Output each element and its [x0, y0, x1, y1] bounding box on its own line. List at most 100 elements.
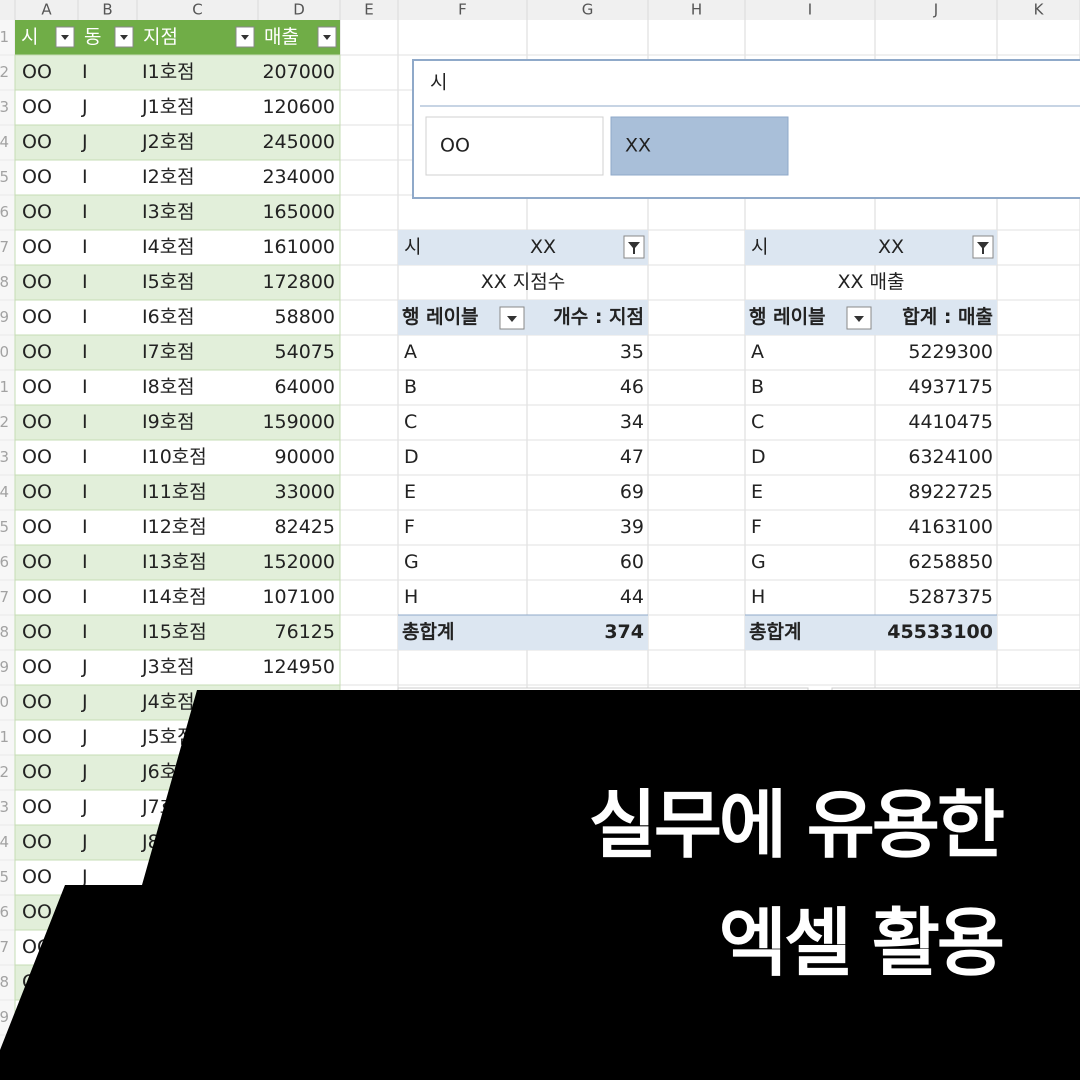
pivot-row-value: 69 — [620, 481, 644, 503]
table-cell: 207000 — [262, 61, 335, 83]
table-cell: 124950 — [262, 656, 335, 678]
table-cell: OO — [22, 166, 52, 188]
table-cell: OO — [22, 761, 52, 783]
pivot-filter-row — [745, 230, 997, 265]
table-cell: I11호점 — [142, 481, 207, 503]
pivot-row-value: 60 — [620, 551, 644, 573]
pivot-total-label: 총합계 — [402, 621, 454, 643]
filter-icon — [977, 242, 989, 254]
table-cell: I8호점 — [142, 376, 195, 398]
table-cell: I — [82, 516, 88, 538]
table-cell: J — [81, 726, 88, 748]
pivot-value-header: 개수 : 지점 — [553, 306, 644, 328]
table-cell: 58800 — [275, 306, 335, 328]
filter-icon — [628, 242, 640, 254]
pivot-row-label: B — [404, 376, 417, 398]
table-cell: 90000 — [275, 446, 335, 468]
table-cell: I — [82, 236, 88, 258]
column-header: F — [458, 1, 467, 19]
table-cell: OO — [22, 446, 52, 468]
table-cell: 245000 — [262, 131, 335, 153]
table-row — [14, 579, 341, 616]
table-row — [14, 369, 341, 406]
slicer-button-label: OO — [440, 135, 470, 157]
slicer-button[interactable] — [610, 116, 789, 176]
banner-background — [0, 690, 1080, 1080]
table-cell: I — [82, 551, 88, 573]
table-cell: I — [82, 586, 88, 608]
table-cell: OO — [22, 271, 52, 293]
table-cell: OO — [22, 831, 52, 853]
table-cell: OO — [22, 61, 52, 83]
table-cell: I15호점 — [142, 621, 207, 643]
table-cell: I4호점 — [142, 236, 195, 258]
column-header: C — [192, 1, 202, 19]
pivot-row-value: 4410475 — [908, 411, 993, 433]
table-cell: I — [82, 201, 88, 223]
pivot-row-label: E — [404, 481, 416, 503]
table-cell: I5호점 — [142, 271, 195, 293]
table-cell: 161000 — [262, 236, 335, 258]
pivot-row-label: E — [751, 481, 763, 503]
column-header-bar — [0, 0, 1080, 20]
table-header-label: 매출 — [264, 26, 299, 48]
table-cell: J4호점 — [141, 691, 195, 713]
table-row — [14, 54, 341, 91]
table-cell: J — [81, 656, 88, 678]
table-row — [14, 264, 341, 301]
column-header: E — [364, 1, 373, 19]
pivot-row-value: 5229300 — [908, 341, 993, 363]
table-cell: 82425 — [275, 516, 335, 538]
pivot-total-value: 45533100 — [887, 621, 993, 643]
table-cell: OO — [22, 691, 52, 713]
table-cell: OO — [22, 901, 52, 923]
filter-arrow — [507, 316, 517, 322]
table-header-label: 동 — [84, 26, 101, 48]
table-row — [14, 229, 341, 266]
column-header: D — [293, 1, 305, 19]
table-cell: OO — [22, 376, 52, 398]
table-cell: 33000 — [275, 481, 335, 503]
table-cell: J5호점 — [141, 726, 195, 748]
table-row — [14, 439, 341, 476]
table-cell: OO — [22, 551, 52, 573]
table-header-label: 시 — [21, 26, 38, 48]
pivot-row-value: 34 — [620, 411, 644, 433]
pivot-row-label: C — [751, 411, 764, 433]
pivot-row-label: F — [751, 516, 762, 538]
pivot-row-header: 행 레이블 — [749, 306, 826, 328]
banner-text: 엑셀 활용 — [719, 901, 1003, 987]
table-cell: OO — [22, 131, 52, 153]
pivot-filter-row — [398, 230, 648, 265]
table-cell: 152000 — [262, 551, 335, 573]
table-cell: J — [81, 866, 88, 888]
table-cell: I13호점 — [142, 551, 207, 573]
column-header: G — [582, 1, 594, 19]
pivot-row-value: 46 — [620, 376, 644, 398]
pivot-row-value: 47 — [620, 446, 644, 468]
pivot-row-label: H — [751, 586, 765, 608]
pivot-row-value: 5287375 — [908, 586, 993, 608]
table-cell: OO — [22, 516, 52, 538]
pivot-row-label: D — [751, 446, 766, 468]
pivot-row-label: H — [404, 586, 418, 608]
table-cell: I — [82, 376, 88, 398]
pivot-row-value: 6258850 — [908, 551, 993, 573]
table-cell: J — [81, 831, 88, 853]
pivot-row-label: F — [404, 516, 415, 538]
pivot-row-label: A — [404, 341, 417, 363]
table-cell: J — [81, 96, 88, 118]
pivot-row-value: 6324100 — [908, 446, 993, 468]
column-header: I — [808, 1, 812, 19]
table-cell: 54075 — [275, 341, 335, 363]
table-cell: OO — [22, 621, 52, 643]
pivot-row-value: 8922725 — [908, 481, 993, 503]
table-cell: I1호점 — [142, 61, 195, 83]
pivot-total-label: 총합계 — [749, 621, 801, 643]
slicer-button[interactable] — [425, 116, 604, 176]
table-cell: OO — [22, 201, 52, 223]
pivot-row-label: B — [751, 376, 764, 398]
table-cell: OO — [22, 726, 52, 748]
